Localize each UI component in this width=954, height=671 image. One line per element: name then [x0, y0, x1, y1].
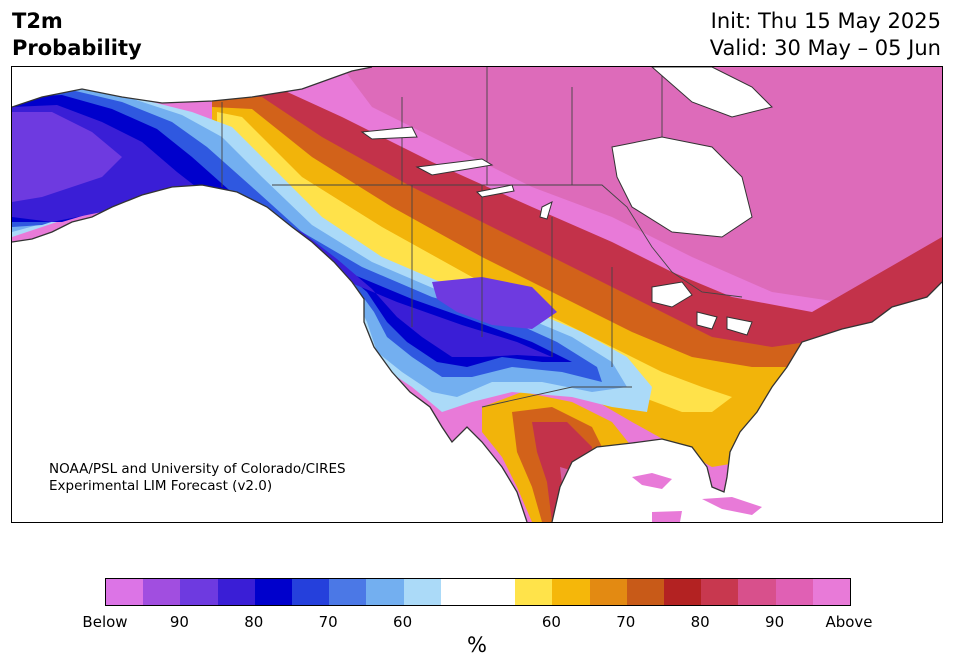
pacific-coast — [12, 184, 528, 522]
tick-label: 60 — [393, 613, 413, 631]
tick-label: 70 — [616, 613, 636, 631]
tick-label: Below — [82, 613, 128, 631]
east-gulf-coast — [551, 281, 942, 522]
probability-shading — [12, 67, 942, 522]
lake-winnipeg — [539, 201, 553, 220]
great-lakes — [651, 281, 753, 336]
shade-above-60 — [212, 107, 862, 467]
colorbar-segment — [701, 579, 739, 605]
province-lines — [401, 67, 663, 217]
shade-below-high-plains — [432, 277, 557, 329]
colorbar-segment — [403, 579, 441, 605]
baffin-island-gap — [651, 67, 773, 118]
great-bear-lake — [360, 126, 418, 140]
state-lines — [411, 185, 632, 408]
colorbar-segment — [478, 579, 516, 605]
colorbar-segment — [589, 579, 627, 605]
colorbar-segment — [515, 579, 553, 605]
init-date: Init: Thu 15 May 2025 — [710, 9, 941, 33]
title-line-2: Probability — [12, 36, 142, 60]
colorbar-segment — [180, 579, 218, 605]
credit-line-1: NOAA/PSL and University of Colorado/CIRE… — [49, 461, 346, 477]
probability-map — [11, 66, 943, 523]
tick-label: 80 — [690, 613, 710, 631]
valid-date: Valid: 30 May – 05 Jun — [709, 36, 941, 60]
coastlines — [12, 67, 942, 522]
colorbar-segment — [552, 579, 590, 605]
shade-below-high-alaska — [12, 112, 122, 202]
colorbar-segment — [626, 579, 665, 605]
colorbar-segment — [775, 579, 813, 605]
colorbar-segment — [329, 579, 367, 605]
colorbar-segment — [366, 579, 404, 605]
tick-label: 90 — [765, 613, 785, 631]
great-slave-lake — [415, 158, 494, 176]
athabasca-lake — [475, 184, 515, 198]
colorbar-tick-labels: Below 90 80 70 60 60 70 80 90 Above — [0, 613, 954, 633]
tick-label: 90 — [169, 613, 189, 631]
colorbar-segment — [738, 579, 776, 605]
forecast-dates: Init: Thu 15 May 2025 Valid: 30 May – 05… — [710, 8, 941, 62]
colorbar-segment — [812, 579, 851, 605]
water-bodies — [360, 67, 773, 336]
colorbar-segment — [254, 579, 293, 605]
title-line-1: T2m — [12, 9, 63, 33]
credit-line-2: Experimental LIM Forecast (v2.0) — [49, 478, 273, 494]
colorbar-segment — [292, 579, 330, 605]
hudson-bay — [611, 136, 753, 238]
map-title: T2m Probability — [12, 8, 142, 62]
tick-label: 70 — [318, 613, 338, 631]
colorbar-segment — [143, 579, 181, 605]
tick-label: 80 — [244, 613, 264, 631]
colorbar-segment — [440, 579, 479, 605]
arctic-coast — [12, 67, 373, 108]
colorbar-segment — [217, 579, 255, 605]
us-canada-border — [272, 184, 743, 298]
credit-text: NOAA/PSL and University of Colorado/CIRE… — [49, 461, 346, 495]
shade-above-55 — [217, 112, 732, 412]
colorbar — [105, 578, 851, 606]
colorbar-segment — [664, 579, 702, 605]
colorbar-unit: % — [467, 633, 487, 657]
colorbar-segment — [106, 579, 144, 605]
tick-label: Above — [825, 613, 873, 631]
political-borders — [221, 67, 743, 408]
tick-label: 60 — [541, 613, 561, 631]
